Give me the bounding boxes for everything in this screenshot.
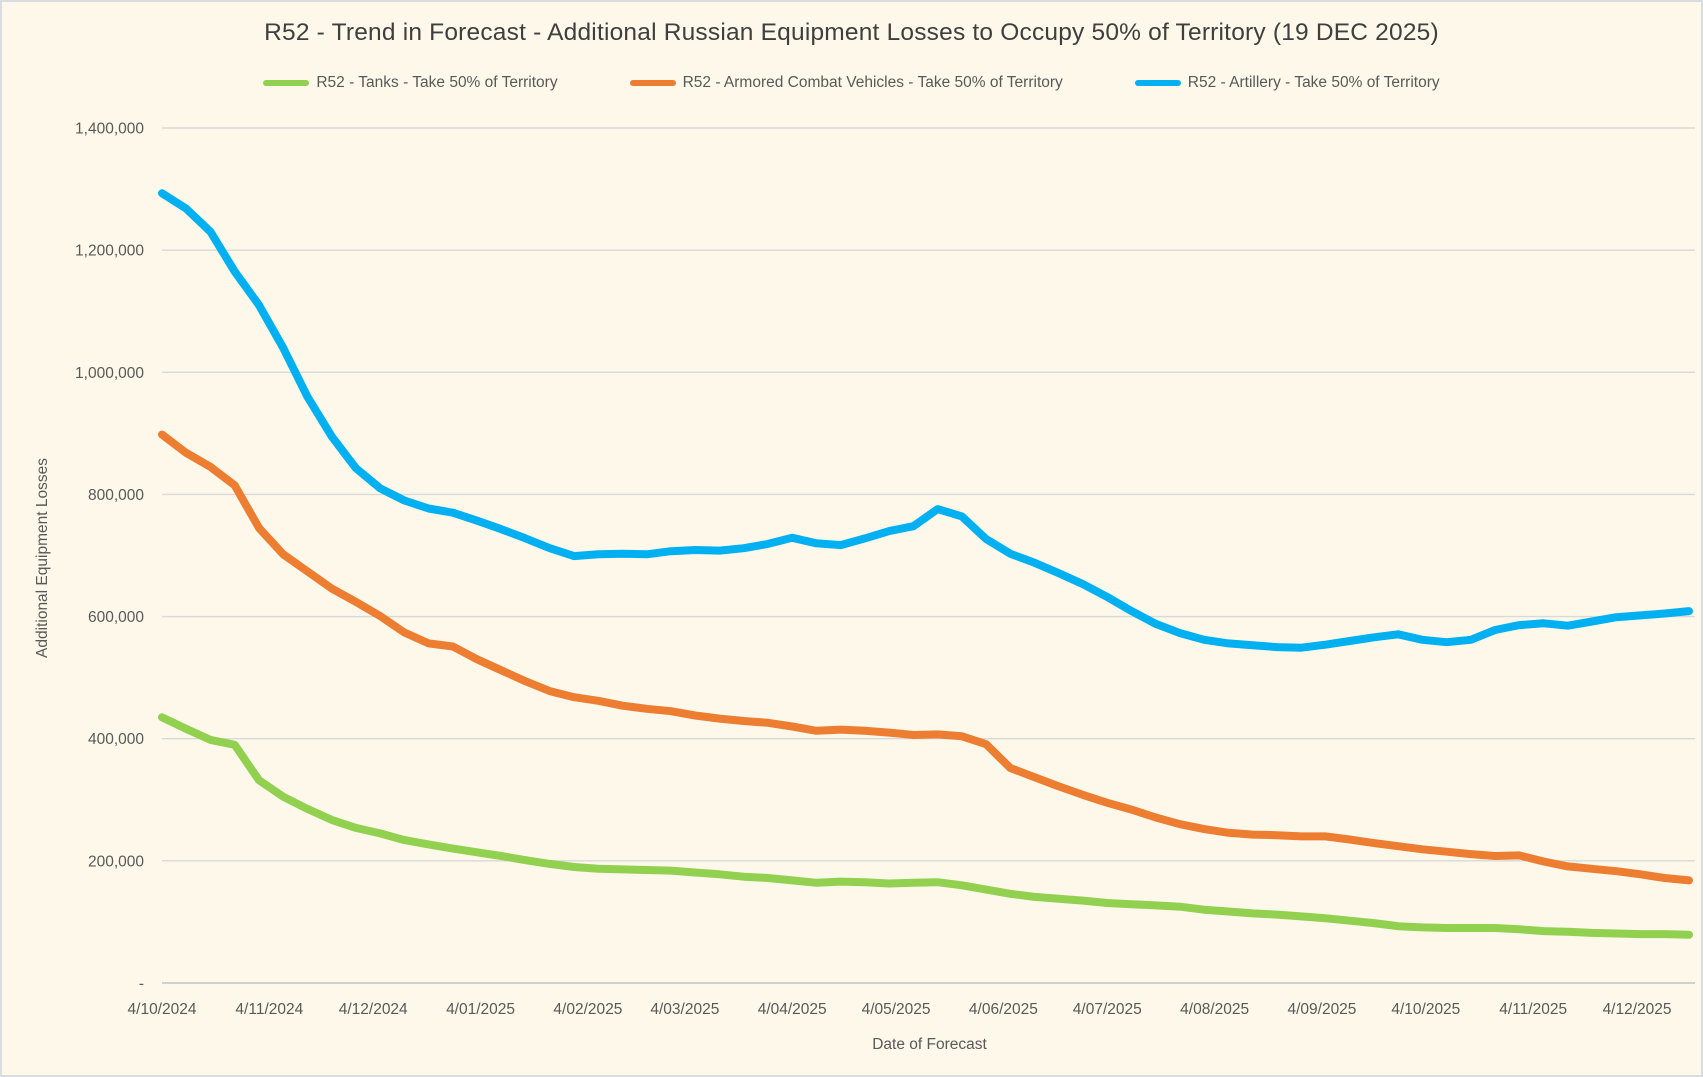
y-tick-label: 1,400,000 — [75, 121, 144, 138]
legend-label-artillery: R52 - Artillery - Take 50% of Territory — [1187, 74, 1440, 91]
y-tick-label: 600,000 — [88, 609, 144, 626]
x-tick-label: 4/11/2024 — [235, 1001, 303, 1018]
chart-title: R52 - Trend in Forecast - Additional Rus… — [264, 19, 1439, 46]
x-tick-label: 4/06/2025 — [969, 1001, 1038, 1018]
x-tick-label: 4/12/2025 — [1603, 1001, 1672, 1018]
legend-swatch-acv-icon — [629, 80, 676, 86]
x-tick-label: 4/05/2025 — [862, 1001, 931, 1018]
legend-swatch-tanks-icon — [263, 80, 310, 86]
x-tick-label: 4/09/2025 — [1287, 1001, 1356, 1018]
x-tick-label: 4/08/2025 — [1180, 1001, 1249, 1018]
x-tick-label: 4/10/2024 — [128, 1001, 197, 1018]
legend-label-acv: R52 - Armored Combat Vehicles - Take 50%… — [682, 74, 1063, 91]
x-tick-label: 4/10/2025 — [1391, 1001, 1460, 1018]
x-tick-label: 4/03/2025 — [650, 1001, 719, 1018]
legend-label-tanks: R52 - Tanks - Take 50% of Territory — [316, 74, 558, 91]
y-tick-label: 200,000 — [88, 853, 144, 870]
series-line[interactable] — [158, 713, 1693, 939]
series-line[interactable] — [158, 189, 1693, 652]
y-tick-label: 1,200,000 — [75, 243, 144, 260]
y-tick-label: - — [139, 976, 144, 993]
y-tick-label: 400,000 — [88, 731, 144, 748]
series-line[interactable] — [158, 430, 1693, 885]
legend-swatch-artillery-icon — [1134, 80, 1181, 86]
x-tick-label: 4/02/2025 — [553, 1001, 622, 1018]
legend-item-artillery[interactable]: R52 - Artillery - Take 50% of Territory — [1134, 74, 1440, 92]
legend-item-acv[interactable]: R52 - Armored Combat Vehicles - Take 50%… — [629, 74, 1063, 92]
x-tick-label: 4/07/2025 — [1073, 1001, 1142, 1018]
x-tick-label: 4/11/2025 — [1499, 1001, 1567, 1018]
legend: R52 - Tanks - Take 50% of Territory R52 … — [2, 74, 1701, 92]
x-axis-title: Date of Forecast — [872, 1036, 987, 1053]
x-tick-label: 4/01/2025 — [446, 1001, 515, 1018]
y-tick-label: 800,000 — [88, 487, 144, 504]
y-tick-label: 1,000,000 — [75, 365, 144, 382]
x-tick-label: 4/12/2024 — [339, 1001, 408, 1018]
x-tick-label: 4/04/2025 — [758, 1001, 827, 1018]
legend-item-tanks[interactable]: R52 - Tanks - Take 50% of Territory — [263, 74, 558, 92]
